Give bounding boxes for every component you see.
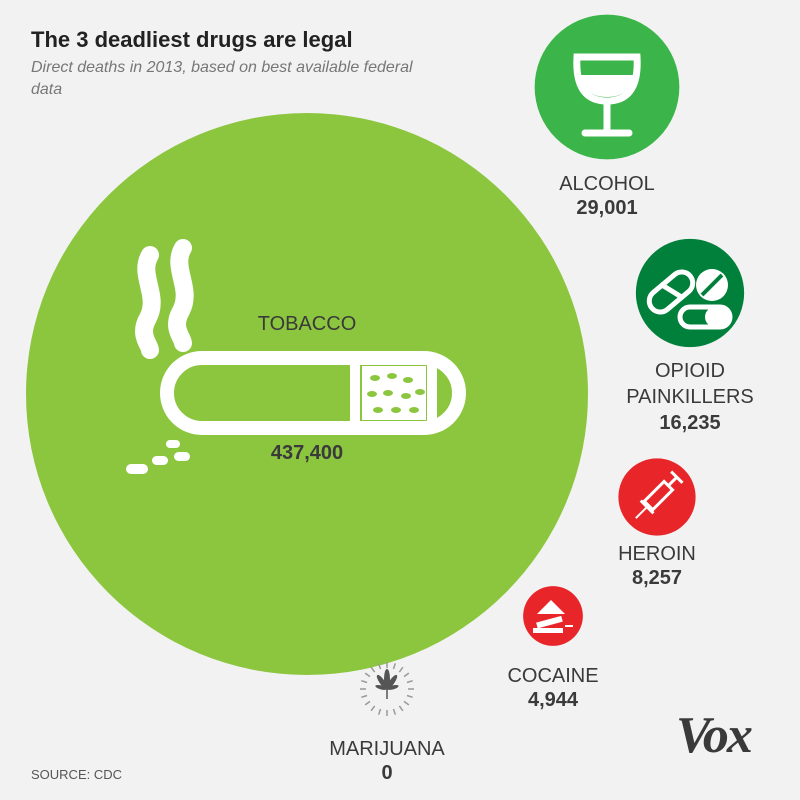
source-note: SOURCE: CDC (31, 767, 123, 782)
bubble-0 (26, 113, 588, 675)
bubble-value-4: 4,944 (528, 689, 579, 711)
bubble-label-5: MARIJUANA (329, 738, 445, 760)
vox-logo: Vox (676, 707, 753, 764)
bubble-3 (618, 458, 696, 536)
cannabis-leaf-icon (360, 662, 414, 716)
cigarette-icon (126, 239, 466, 474)
bubble-4 (523, 586, 583, 646)
bubble-value-3: 8,257 (632, 567, 682, 589)
syringe-icon (635, 470, 684, 519)
chart-title: The 3 deadliest drugs are legal (31, 27, 353, 52)
bubble-value-5: 0 (381, 762, 392, 784)
bubble-value-0: 437,400 (271, 442, 343, 464)
pills-icon (646, 269, 733, 330)
bubble-label-2-line-1: PAINKILLERS (626, 386, 753, 408)
bubble-label-3: HEROIN (618, 543, 696, 565)
bubble-label-2-line-0: OPIOID (655, 360, 725, 382)
bubble-value-1: 29,001 (576, 197, 637, 219)
wine-glass-icon (573, 53, 641, 137)
bubble-label-0: TOBACCO (258, 313, 357, 335)
cocaine-icon (533, 600, 573, 633)
bubble-value-2: 16,235 (659, 412, 720, 434)
bubble-label-1: ALCOHOL (559, 173, 655, 195)
bubble-label-4: COCAINE (507, 665, 598, 687)
chart-subtitle: Direct deaths in 2013, based on best ava… (31, 59, 413, 98)
